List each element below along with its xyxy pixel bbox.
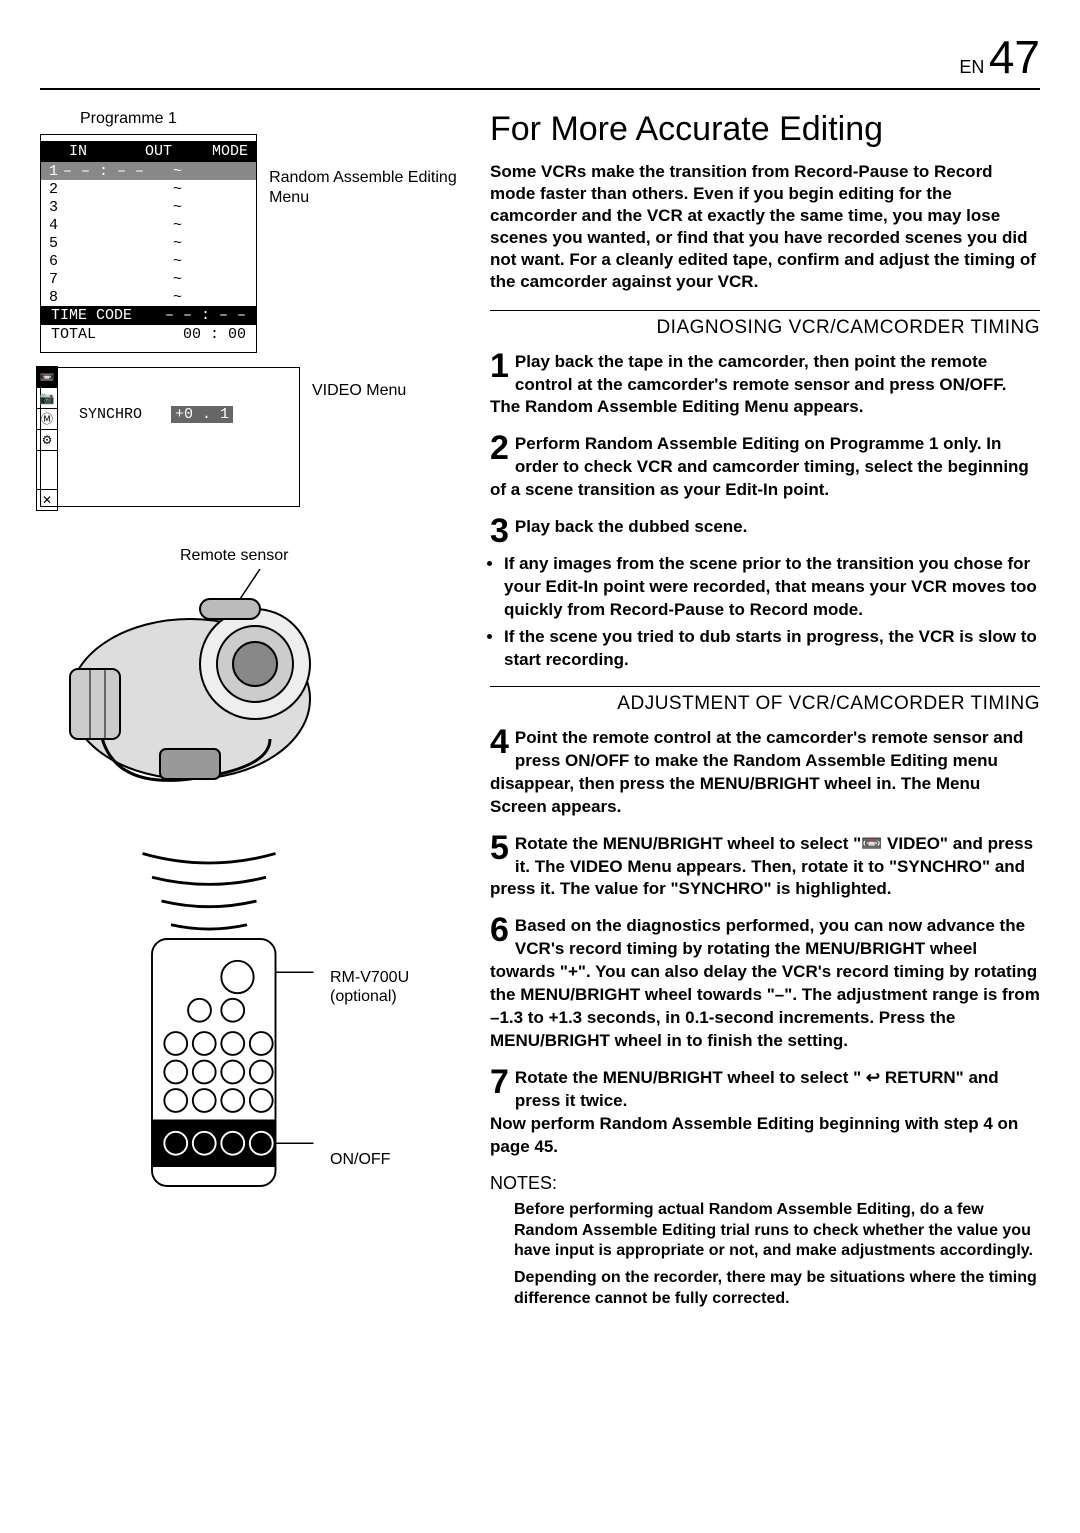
rule [490,686,1040,687]
tab-video-icon: 📼 [36,366,58,388]
note-2: Depending on the recorder, there may be … [514,1268,1040,1310]
row-out: ~ [173,289,198,306]
row-num: 1 [49,163,63,180]
step-3: 3 Play back the dubbed scene. [490,516,1040,539]
step-number: 5 [490,833,509,864]
row-out: ~ [173,253,198,270]
row-num: 3 [49,199,63,216]
step-number: 6 [490,915,509,946]
camcorder-illustration [40,569,340,809]
step-1-text: Play back the tape in the camcorder, the… [515,352,1007,394]
intro-text: Some VCRs make the transition from Recor… [490,161,1040,294]
col-in: IN [49,143,129,160]
section-adjustment: ADJUSTMENT OF VCR/CAMCORDER TIMING [490,693,1040,715]
menu-row: 2~ [49,180,248,198]
onoff-label: ON/OFF [330,1150,390,1169]
page-header: EN 47 [40,30,1040,90]
tab-camera-icon: 📷 [36,387,58,409]
total-value: 00 : 00 [183,326,246,343]
bullet-b: If the scene you tried to dub starts in … [504,626,1040,672]
menu-row: 8~ [49,288,248,306]
synchro-label: SYNCHRO [79,406,142,423]
step-4: 4 Point the remote control at the camcor… [490,727,1040,819]
bullet-a: If any images from the scene prior to th… [504,553,1040,622]
menu-row: 1– – : – –~ [41,162,256,180]
synchro-row: SYNCHRO +0 . 1 [79,406,291,423]
tab-close-icon: ✕ [36,489,58,511]
page-number: 47 [989,31,1040,83]
row-num: 4 [49,217,63,234]
menu-row: 4~ [49,216,248,234]
step-3-bullets: If any images from the scene prior to th… [490,553,1040,672]
row-out: ~ [173,217,198,234]
row-num: 8 [49,289,63,306]
row-num: 2 [49,181,63,198]
row-out: ~ [173,199,198,216]
video-menu-tabs: 📼 📷 Ⓜ ⚙ ✕ [36,367,58,511]
step-number: 1 [490,351,509,382]
remote-model-block: RM-V700U (optional) [330,968,409,1006]
synchro-value: +0 . 1 [171,406,233,423]
remote-optional: (optional) [330,988,397,1005]
step-7-text: Rotate the MENU/BRIGHT wheel to select "… [515,1068,999,1110]
note-1: Before performing actual Random Assemble… [514,1200,1040,1262]
random-assemble-label: Random Assemble Editing Menu [269,168,460,208]
row-out: ~ [173,271,198,288]
step-5: 5 Rotate the MENU/BRIGHT wheel to select… [490,833,1040,902]
step-7: 7 Rotate the MENU/BRIGHT wheel to select… [490,1067,1040,1159]
main-title: For More Accurate Editing [490,110,1040,149]
step-number: 7 [490,1067,509,1098]
row-num: 6 [49,253,63,270]
rule [490,310,1040,311]
row-out: ~ [173,235,198,252]
notes-header: NOTES: [490,1173,1040,1194]
random-assemble-menu: IN OUT MODE 1– – : – –~2~3~4~5~6~7~8~ TI… [40,134,257,353]
step-number: 3 [490,516,509,547]
menu-row: 5~ [49,234,248,252]
step-number: 4 [490,727,509,758]
video-menu: 📼 📷 Ⓜ ⚙ ✕ SYNCHRO +0 . 1 [40,367,300,507]
tab-manual-icon: Ⓜ [36,408,58,430]
remote-illustration [40,844,340,1224]
row-num: 7 [49,271,63,288]
section-diagnosing: DIAGNOSING VCR/CAMCORDER TIMING [490,317,1040,339]
step-5-text: Rotate the MENU/BRIGHT wheel to select "… [490,834,1033,899]
left-column: Programme 1 IN OUT MODE 1– – : – –~2~3~4… [40,110,460,1316]
total-row: TOTAL 00 : 00 [41,325,256,344]
timecode-value: – – : – – [165,307,246,324]
menu-row: 7~ [49,270,248,288]
step-2-text: Perform Random Assemble Editing on Progr… [490,434,1029,499]
row-out: ~ [173,181,198,198]
timecode-row: TIME CODE – – : – – [41,306,256,325]
step-6-text: Based on the diagnostics performed, you … [490,916,1040,1050]
menu-header-row: IN OUT MODE [41,141,256,162]
step-3-text: Play back the dubbed scene. [515,517,747,536]
programme-label: Programme 1 [80,110,460,128]
col-mode: MODE [188,143,248,160]
remote-sensor-label: Remote sensor [180,547,460,565]
row-num: 5 [49,235,63,252]
remote-model: RM-V700U [330,969,409,986]
menu-row: 3~ [49,198,248,216]
step-2: 2 Perform Random Assemble Editing on Pro… [490,433,1040,502]
row-in: – – : – – [63,163,173,180]
total-label: TOTAL [51,326,96,343]
col-out: OUT [129,143,189,160]
menu-row: 6~ [49,252,248,270]
step-1-result: The Random Assemble Editing Menu appears… [490,397,863,416]
step-1: 1 Play back the tape in the camcorder, t… [490,351,1040,420]
timecode-label: TIME CODE [51,307,132,324]
step-6: 6 Based on the diagnostics performed, yo… [490,915,1040,1053]
row-out: ~ [173,163,198,180]
tab-system-icon: ⚙ [36,429,58,451]
lang-code: EN [959,57,984,77]
step-number: 2 [490,433,509,464]
step-4-text: Point the remote control at the camcorde… [490,728,1023,816]
video-menu-label: VIDEO Menu [312,381,406,401]
right-column: For More Accurate Editing Some VCRs make… [490,110,1040,1316]
notes-body: Before performing actual Random Assemble… [514,1200,1040,1310]
step-7-result: Now perform Random Assemble Editing begi… [490,1114,1018,1156]
